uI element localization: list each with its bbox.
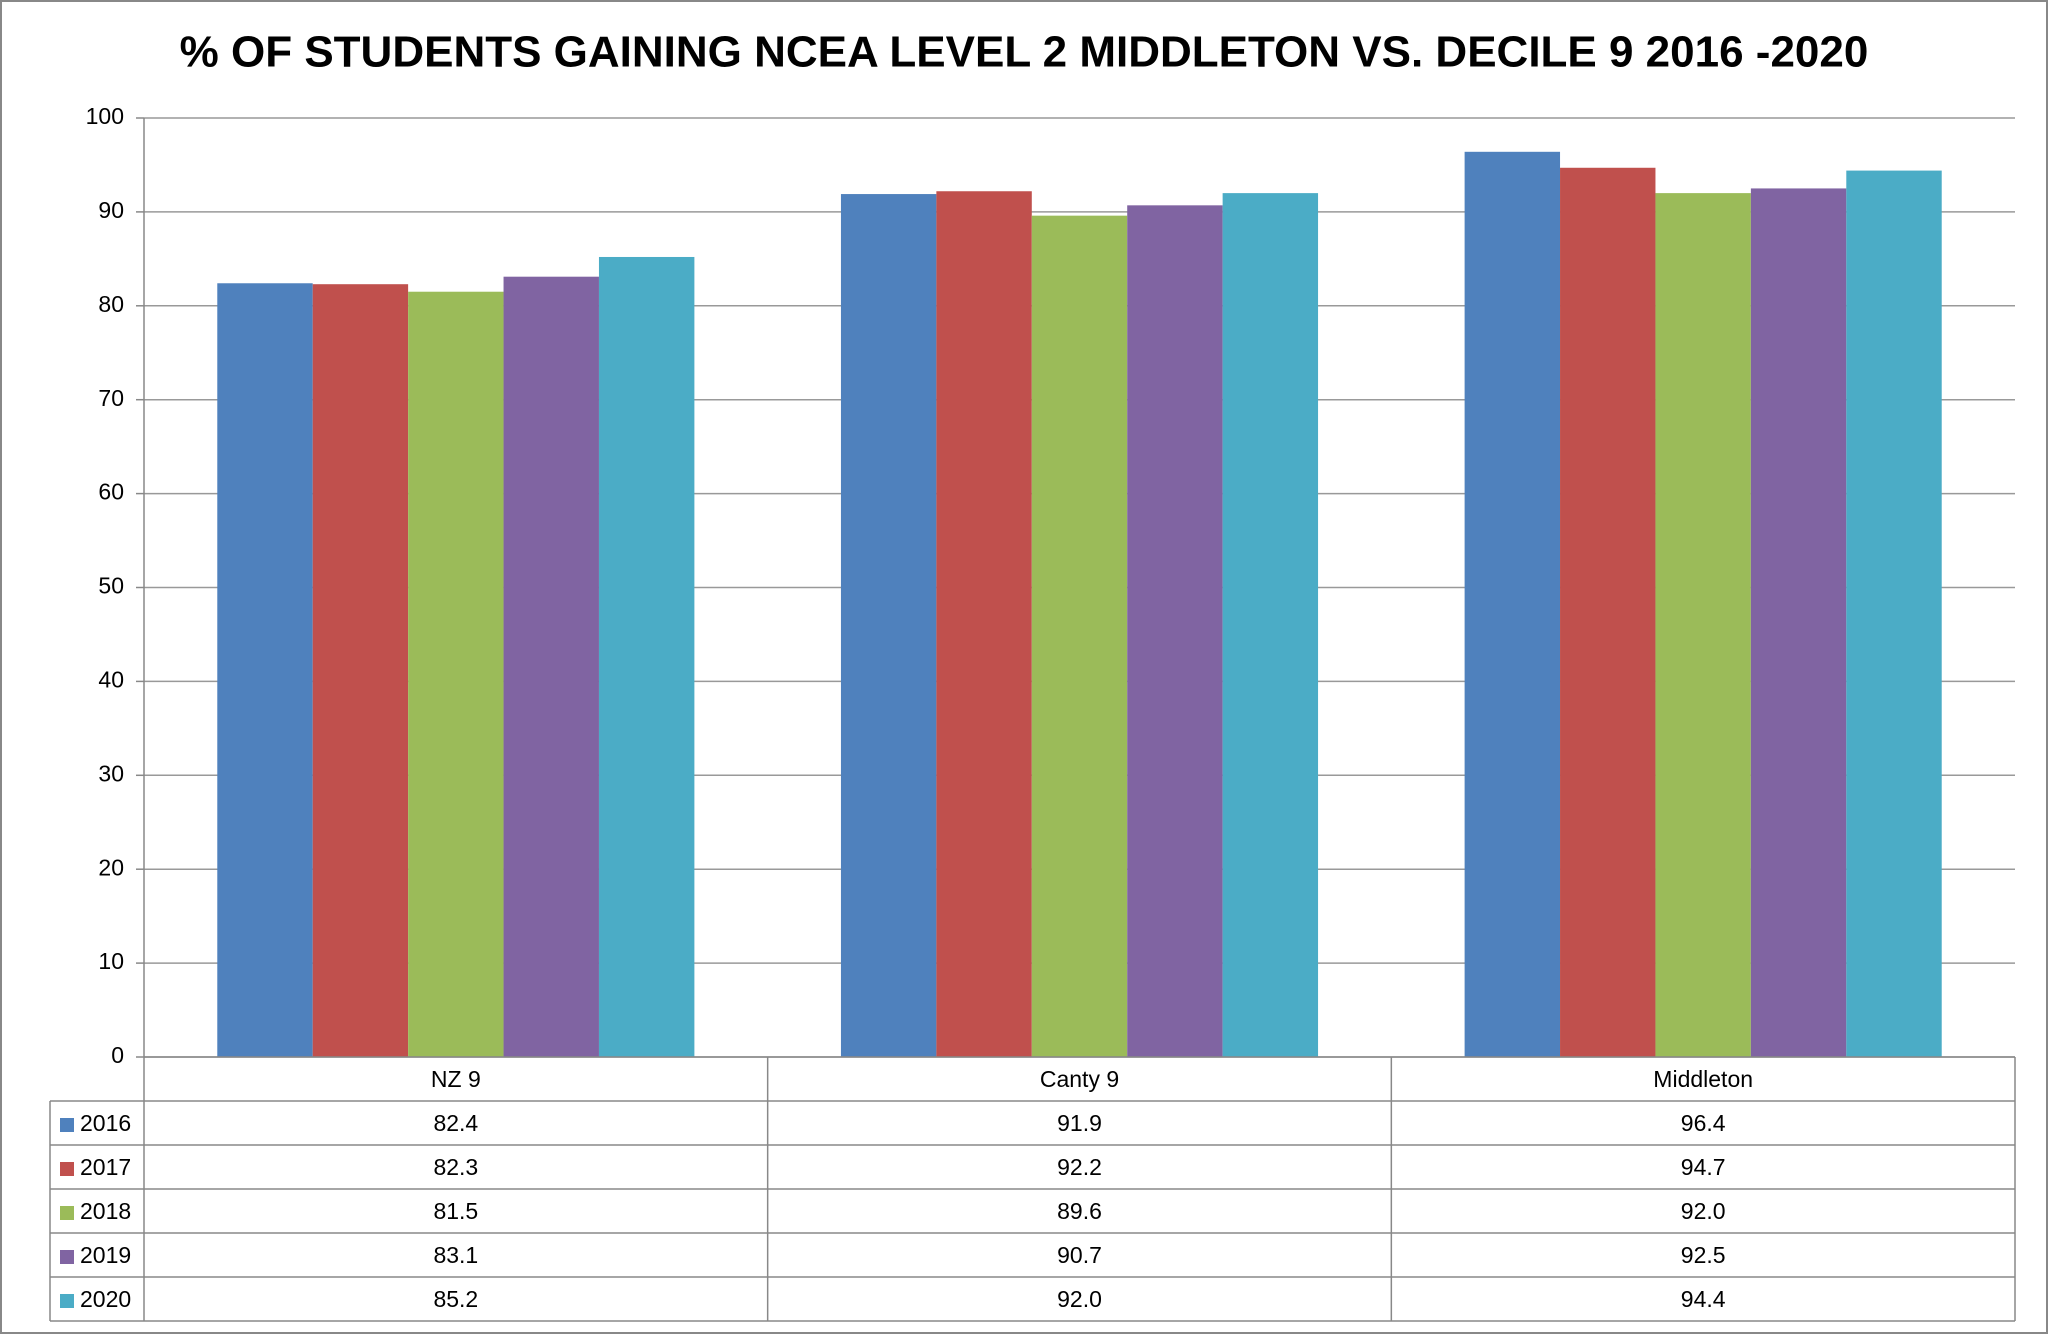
legend-label: 2017 [80,1154,131,1180]
table-value: 94.7 [1681,1154,1726,1180]
legend-swatch [60,1118,74,1132]
y-tick-label: 40 [98,666,124,692]
chart-title: % OF STUDENTS GAINING NCEA LEVEL 2 MIDDL… [180,28,1869,77]
table-value: 92.0 [1057,1286,1102,1312]
table-value: 89.6 [1057,1198,1102,1224]
bar [598,256,695,1057]
y-tick-label: 70 [98,385,124,411]
bar [408,291,504,1058]
y-tick-label: 100 [86,103,124,129]
y-tick-label: 30 [98,760,124,786]
bar [1031,215,1128,1057]
y-tick-label: 80 [98,291,124,317]
x-tick-label: NZ 9 [431,1066,481,1092]
bar [312,284,409,1057]
table-value: 92.5 [1681,1242,1726,1268]
y-tick-label: 20 [98,854,124,880]
bar [1846,170,1942,1058]
legend-swatch [60,1206,74,1220]
table-value: 94.4 [1681,1286,1726,1312]
bar [503,276,599,1057]
legend-swatch [60,1250,74,1264]
table-value: 90.7 [1057,1242,1102,1268]
bar [840,194,937,1057]
y-tick-label: 90 [98,197,124,223]
legend-label: 2016 [80,1110,131,1136]
x-tick-label: Canty 9 [1040,1066,1119,1092]
legend-label: 2018 [80,1198,131,1224]
legend-label: 2019 [80,1242,131,1268]
table-value: 85.2 [433,1286,478,1312]
bar [1127,205,1223,1057]
bar [936,191,1032,1057]
bar [1655,193,1751,1057]
table-value: 91.9 [1057,1110,1102,1136]
x-tick-label: Middleton [1653,1066,1753,1092]
bar [1750,188,1847,1058]
table-value: 82.4 [433,1110,478,1136]
bar [1560,167,1656,1058]
table-value: 92.0 [1681,1198,1726,1224]
bar [1222,193,1319,1057]
legend-swatch [60,1162,74,1176]
y-tick-label: 0 [111,1042,124,1068]
y-tick-label: 50 [98,573,124,599]
table-value: 81.5 [433,1198,478,1224]
y-tick-label: 10 [98,948,124,974]
legend-swatch [60,1294,74,1308]
legend-label: 2020 [80,1286,131,1312]
table-value: 83.1 [433,1242,478,1268]
y-tick-label: 60 [98,479,124,505]
bar [1464,151,1561,1057]
table-value: 82.3 [433,1154,478,1180]
table-value: 96.4 [1681,1110,1726,1136]
table-value: 92.2 [1057,1154,1102,1180]
bar [217,283,313,1057]
